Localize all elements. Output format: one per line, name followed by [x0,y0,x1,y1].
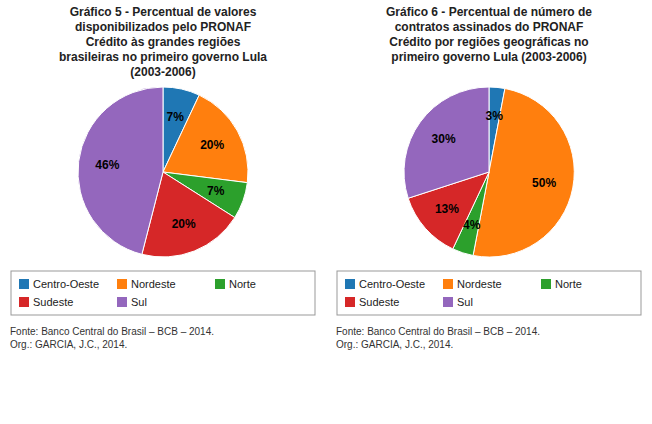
title-line: Gráfico 5 - Percentual de valores [70,5,257,19]
chart: Gráfico 5 - Percentual de valoresdisponi… [0,0,652,424]
title-line: brasileiras no primeiro governo Lula [59,50,267,64]
title-line: (2003-2006) [130,65,195,79]
data-label: 30% [432,132,456,146]
title: Gráfico 5 - Percentual de valoresdisponi… [59,5,267,79]
data-label: 4% [463,218,481,232]
legend-label: Nordeste [457,278,502,290]
legend-item: Sudeste [345,296,399,308]
title-line: Crédito por regiões geográficas no [389,35,588,49]
legend-item: Sul [117,296,147,308]
legend-swatch [345,279,355,289]
data-label: 20% [200,138,224,152]
slice [163,95,248,183]
title-line: primeiro governo Lula (2003-2006) [391,50,586,64]
legend-item: Sudeste [19,296,73,308]
title: Gráfico 6 - Percentual de número decontr… [386,5,592,64]
data-labels: 7% 20% 7% 20% 46% [95,110,224,231]
source: Fonte: Banco Central do Brasil – BCB – 2… [336,326,540,350]
legend-frame [337,271,641,315]
legend: Centro-Oeste Nordeste Norte Sudeste Sul [11,271,315,315]
source-line: Fonte: Banco Central do Brasil – BCB – 2… [336,326,540,337]
legend-label: Sudeste [33,296,73,308]
legend-swatch [345,297,355,307]
legend-item: Sul [443,296,473,308]
legend-item: Nordeste [117,278,176,290]
title-line: disponibilizados pelo PRONAF [75,20,251,34]
data-label: 13% [435,202,459,216]
legend-swatch [19,279,29,289]
source-line: Org.: GARCIA, J.C., 2014. [10,339,127,350]
legend-label: Sudeste [359,296,399,308]
legend-swatch [117,279,127,289]
legend-label: Nordeste [131,278,176,290]
legend-swatch [19,297,29,307]
data-label: 20% [172,217,196,231]
data-label: 46% [95,158,119,172]
data-label: 7% [167,110,185,124]
legend-label: Sul [457,296,473,308]
legend-label: Centro-Oeste [33,278,99,290]
legend: Centro-Oeste Nordeste Norte Sudeste Sul [337,271,641,315]
legend-item: Nordeste [443,278,502,290]
legend-swatch [541,279,551,289]
legend-swatch [117,297,127,307]
legend-label: Centro-Oeste [359,278,425,290]
panel: Gráfico 5 - Percentual de valoresdisponi… [10,5,315,350]
legend-swatch [443,279,453,289]
data-label: 3% [486,109,504,123]
legend-label: Norte [555,278,582,290]
data-label: 50% [532,176,556,190]
data-label: 7% [207,184,225,198]
title-line: contratos assinados do PRONAF [395,20,584,34]
source: Fonte: Banco Central do Brasil – BCB – 2… [10,326,214,350]
source-line: Org.: GARCIA, J.C., 2014. [336,339,453,350]
legend-label: Norte [229,278,256,290]
panel: Gráfico 6 - Percentual de número decontr… [336,5,641,350]
pie [78,87,248,257]
data-labels: 3% 50% 4% 13% 30% [432,109,557,232]
slice [404,87,489,198]
legend-item: Centro-Oeste [19,278,99,290]
source-line: Fonte: Banco Central do Brasil – BCB – 2… [10,326,214,337]
title-line: Crédito às grandes regiões [86,35,241,49]
legend-item: Centro-Oeste [345,278,425,290]
legend-label: Sul [131,296,147,308]
legend-frame [11,271,315,315]
title-line: Gráfico 6 - Percentual de número de [386,5,592,19]
pie [404,87,574,257]
legend-item: Norte [541,278,582,290]
legend-swatch [215,279,225,289]
slice [78,87,163,254]
legend-item: Norte [215,278,256,290]
legend-swatch [443,297,453,307]
